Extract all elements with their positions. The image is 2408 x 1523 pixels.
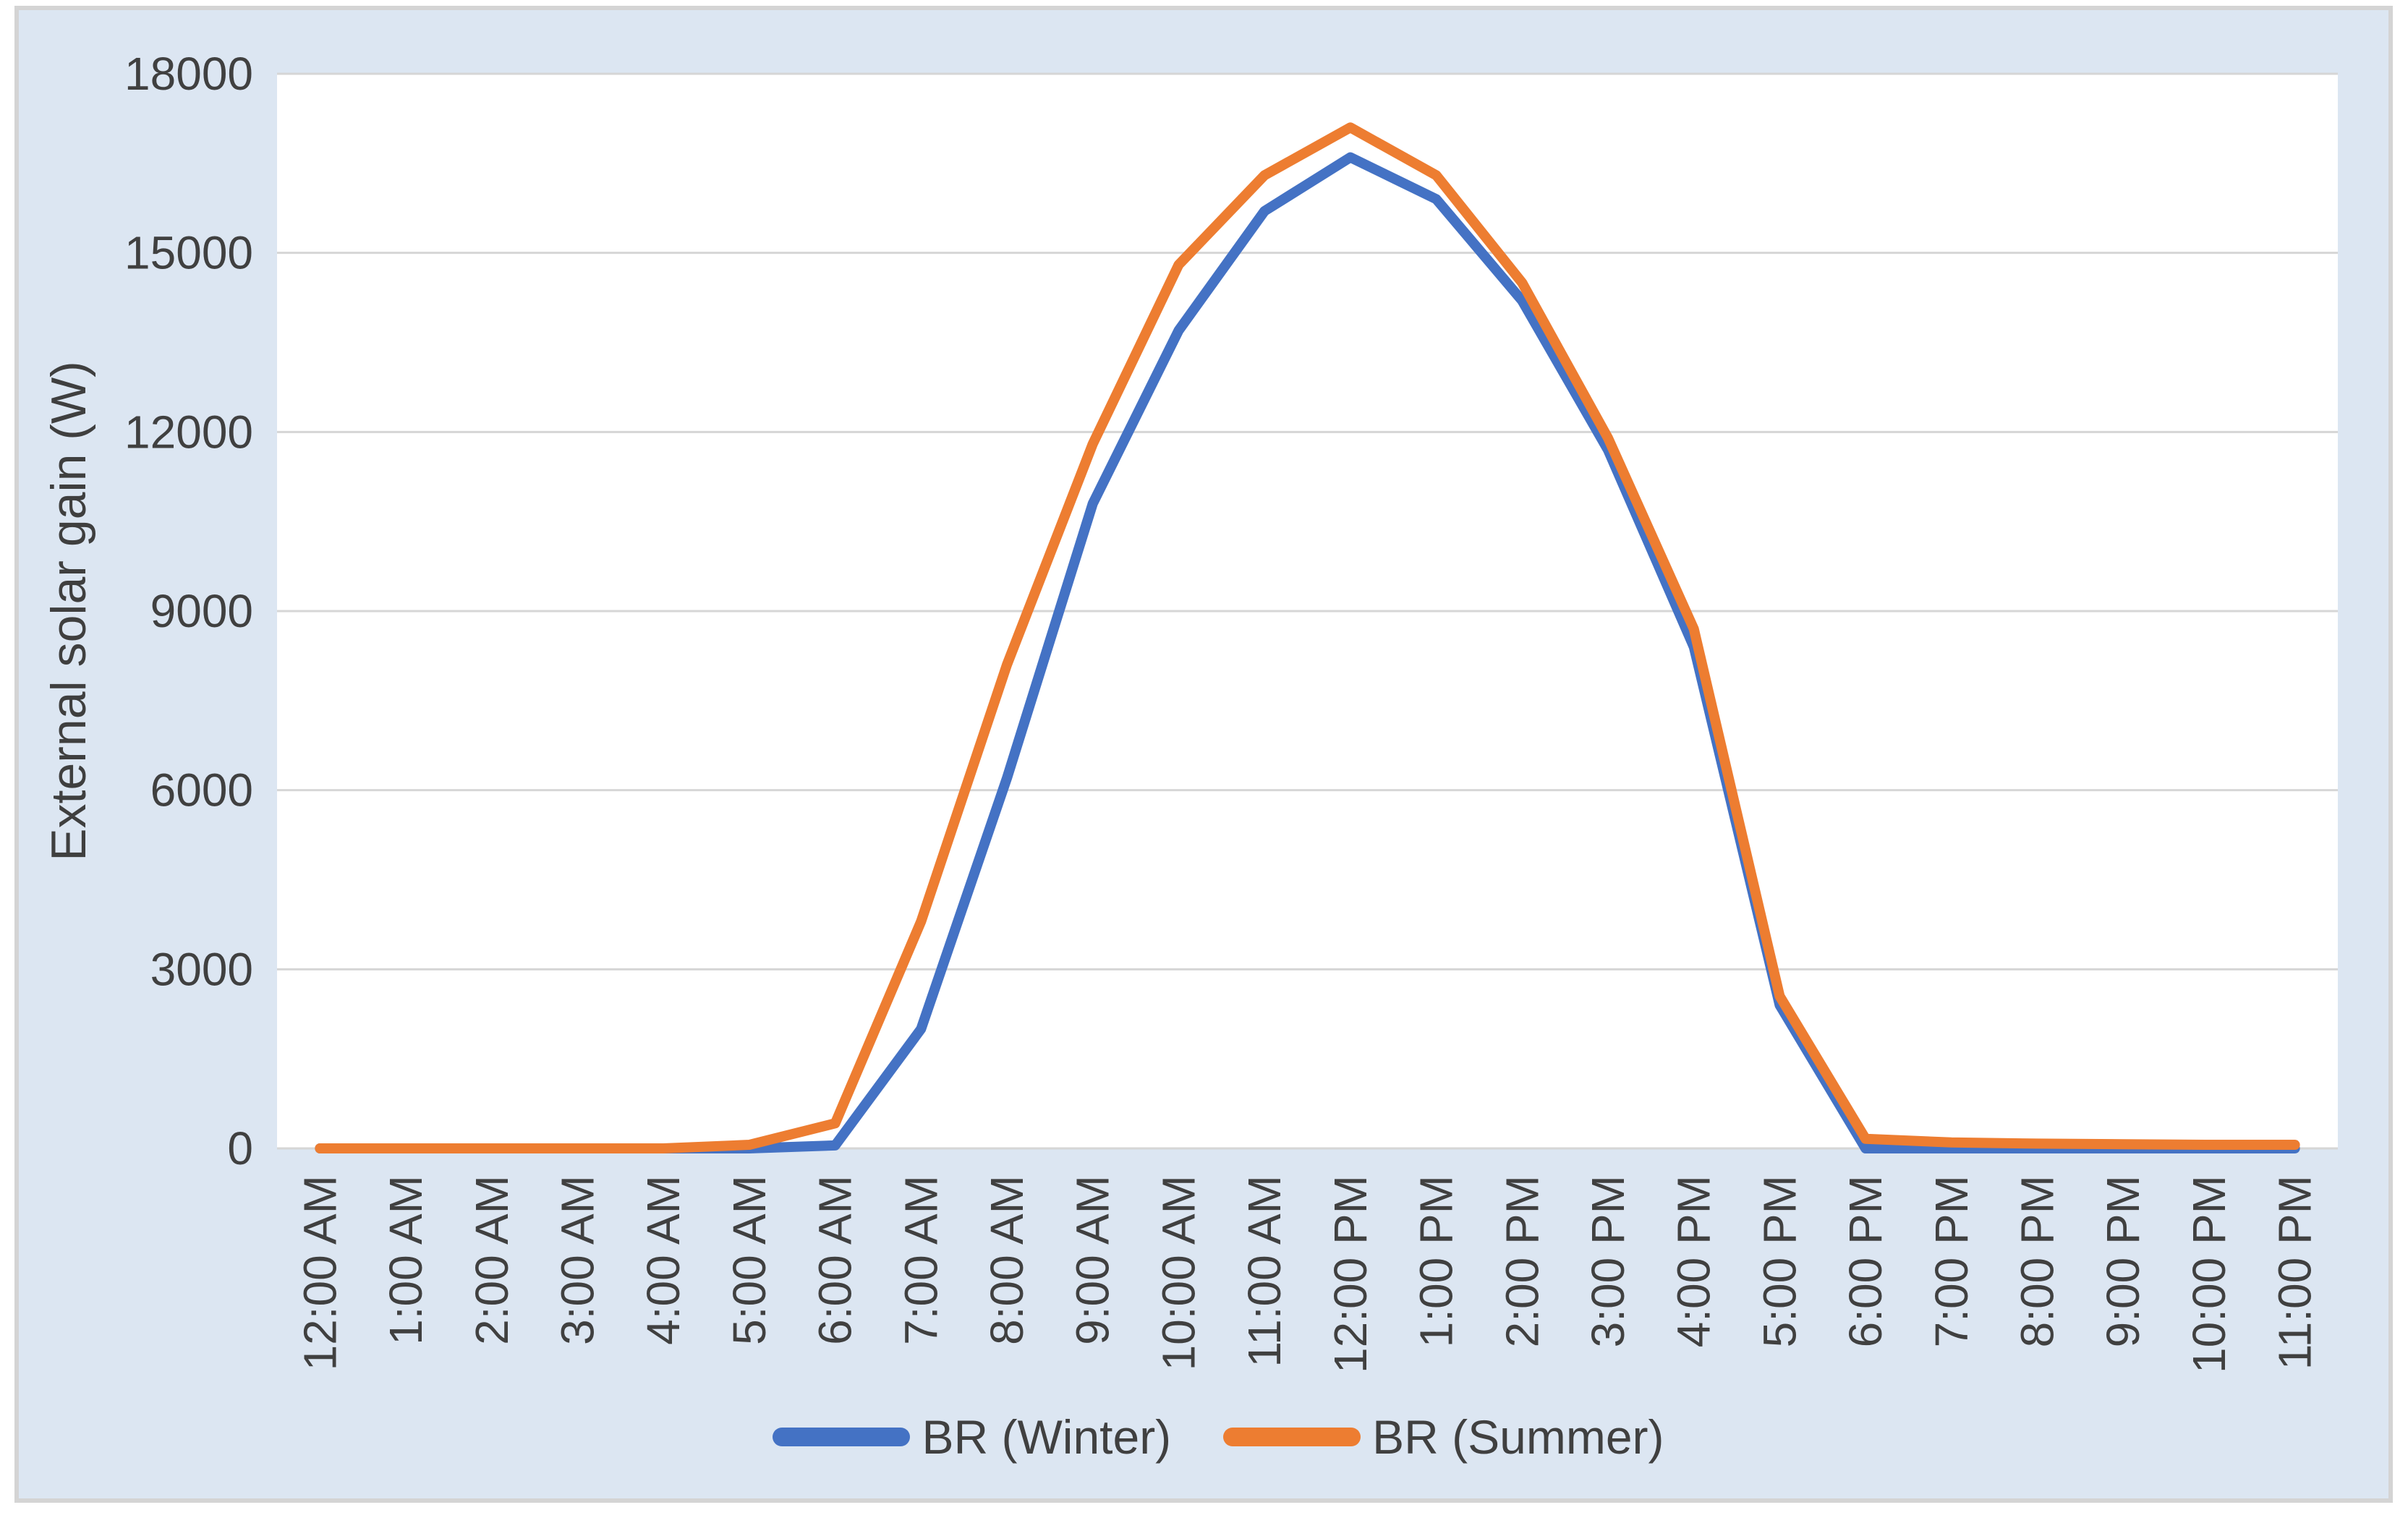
y-tick-label: 9000 — [150, 585, 253, 637]
x-tick-label: 1:00 AM — [380, 1175, 432, 1345]
x-tick-label: 2:00 AM — [466, 1175, 518, 1345]
x-tick-label: 3:00 AM — [551, 1175, 603, 1345]
summer-series-swatch — [1223, 1428, 1361, 1446]
x-tick-label: 5:00 PM — [1753, 1175, 1805, 1347]
x-tick-label: 6:00 AM — [809, 1175, 861, 1345]
x-tick-label: 9:00 AM — [1067, 1175, 1119, 1345]
x-tick-label: 5:00 AM — [723, 1175, 775, 1345]
y-tick-label: 0 — [227, 1122, 253, 1174]
y-tick-label: 6000 — [150, 764, 253, 816]
x-tick-label: 10:00 PM — [2183, 1175, 2235, 1373]
x-tick-label: 11:00 AM — [1238, 1175, 1290, 1368]
y-axis-title: External solar gain (W) — [41, 361, 96, 861]
x-tick-label: 12:00 PM — [1324, 1175, 1377, 1373]
x-tick-label: 4:00 PM — [1668, 1175, 1720, 1347]
x-tick-label: 8:00 AM — [981, 1175, 1033, 1345]
legend: BR (Winter) BR (Summer) — [188, 1404, 2249, 1469]
summer-series-label: BR (Summer) — [1372, 1410, 1664, 1464]
x-tick-label: 3:00 PM — [1582, 1175, 1634, 1347]
x-tick-label: 4:00 AM — [637, 1175, 689, 1345]
x-tick-label: 11:00 PM — [2269, 1175, 2321, 1370]
winter-series-swatch — [773, 1428, 911, 1446]
x-tick-label: 9:00 PM — [2097, 1175, 2149, 1347]
legend-item-summer[interactable]: BR (Summer) — [1223, 1413, 1664, 1461]
x-tick-label: 12:00 AM — [294, 1175, 346, 1370]
x-tick-label: 6:00 PM — [1839, 1175, 1892, 1347]
x-tick-label: 7:00 PM — [1926, 1175, 1978, 1347]
winter-series-label: BR (Winter) — [922, 1410, 1172, 1464]
y-tick-label: 3000 — [150, 943, 253, 995]
legend-item-winter[interactable]: BR (Winter) — [773, 1413, 1171, 1461]
x-tick-label: 2:00 PM — [1496, 1175, 1548, 1347]
x-tick-label: 8:00 PM — [2012, 1175, 2064, 1347]
y-tick-label: 15000 — [124, 227, 253, 279]
series-line-summer — [315, 122, 2300, 1153]
y-tick-label: 12000 — [124, 406, 253, 458]
y-tick-label: 18000 — [124, 48, 253, 100]
x-tick-label: 10:00 AM — [1152, 1175, 1204, 1370]
x-tick-label: 7:00 AM — [895, 1175, 947, 1345]
x-tick-label: 1:00 PM — [1411, 1175, 1463, 1347]
